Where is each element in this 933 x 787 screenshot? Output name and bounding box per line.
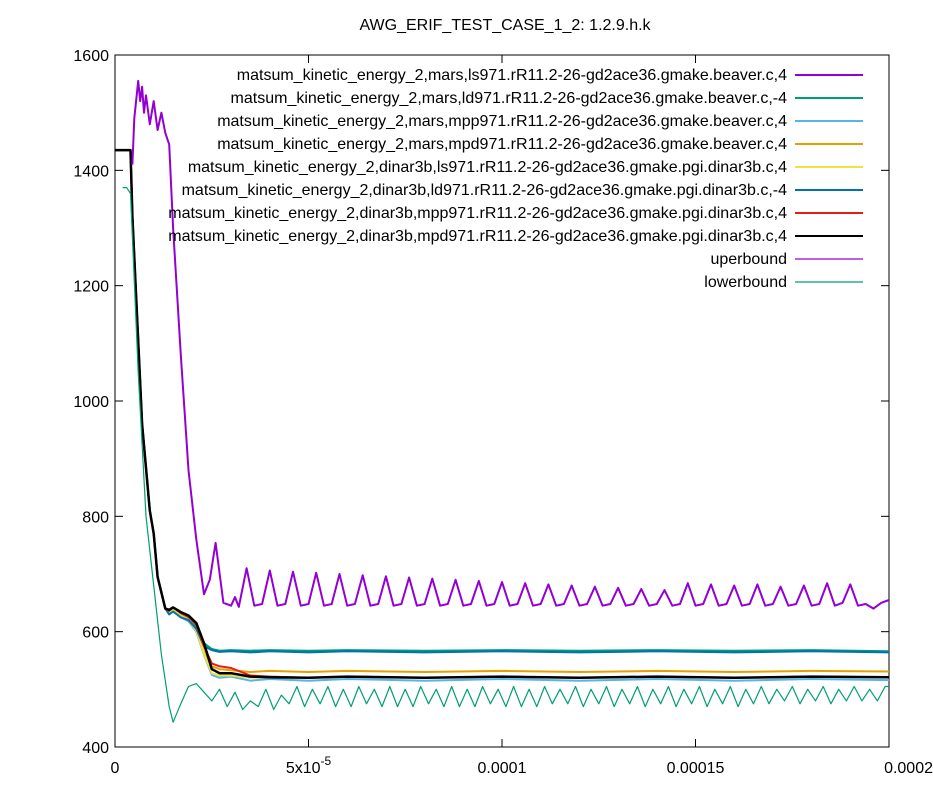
y-tick-label: 1400 [73,163,109,180]
x-tick-label: 5x10-5 [286,754,332,777]
y-tick-label: 1000 [73,394,109,411]
y-tick-label: 600 [82,625,109,642]
series-line-7 [115,148,889,680]
y-tick-label: 1200 [73,279,109,296]
x-tick-label: 0.00015 [667,760,725,777]
series-line-9 [122,187,889,723]
series-line-8 [131,80,889,610]
chart-title: AWG_ERIF_TEST_CASE_1_2: 1.2.9.h.k [359,17,651,34]
y-tick-label: 1600 [73,48,109,65]
legend-label: lowerbound [704,274,787,291]
x-tick-label-text: 5x10 [286,760,321,777]
legend-label: matsum_kinetic_energy_2,mars,ls971.rR11.… [237,67,787,84]
y-axis-ticks: 400 600 800 1000 1200 1400 1600 [73,48,889,757]
legend-label: uperbound [710,251,787,268]
x-tick-label-exponent: -5 [321,754,332,768]
series-layer [115,79,889,723]
x-tick-label: 0.0002 [884,760,933,777]
x-tick-label: 0.0001 [478,760,527,777]
x-tick-label-text: 0.0001 [478,760,527,777]
legend-label: matsum_kinetic_energy_2,dinar3b,ls971.rR… [188,159,787,176]
x-tick-label-text: 0.00015 [667,760,725,777]
legend-label: matsum_kinetic_energy_2,dinar3b,mpd971.r… [168,228,787,245]
legend-label: matsum_kinetic_energy_2,dinar3b,mpp971.r… [168,205,787,222]
series-line-1 [115,149,889,653]
x-tick-label: 0 [111,760,120,777]
legend-label: matsum_kinetic_energy_2,mars,mpp971.rR11… [217,113,787,130]
legend-label: matsum_kinetic_energy_2,mars,mpd971.rR11… [217,136,787,153]
x-tick-label-text: 0 [111,760,120,777]
legend: matsum_kinetic_energy_2,mars,ls971.rR11.… [168,67,863,291]
legend-label: matsum_kinetic_energy_2,dinar3b,ld971.rR… [182,182,788,199]
x-tick-label-text: 0.0002 [884,760,933,777]
x-axis-ticks: 0 5x10-5 0.0001 0.00015 0.0002 [111,55,933,777]
y-tick-label: 800 [82,509,109,526]
y-tick-label: 400 [82,740,109,757]
series-line-5 [115,149,889,654]
legend-label: matsum_kinetic_energy_2,mars,ld971.rR11.… [231,90,788,107]
